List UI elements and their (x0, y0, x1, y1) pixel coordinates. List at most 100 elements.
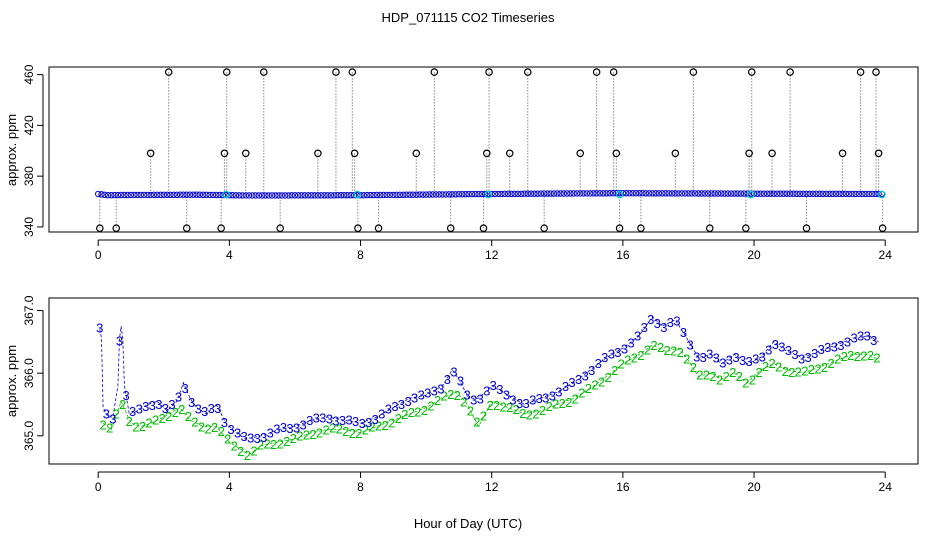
series-2-marker: 2 (218, 424, 225, 439)
baseline-point (127, 191, 135, 199)
baseline-point (531, 190, 538, 197)
series-3-marker: 3 (385, 402, 392, 417)
series-3-marker: 3 (778, 340, 785, 355)
baseline-point (196, 191, 204, 198)
series-2-marker: 2 (257, 438, 264, 453)
baseline-point (504, 190, 512, 198)
series-2-marker: 2 (500, 400, 507, 415)
outlier-point (523, 68, 532, 76)
baseline-point (426, 191, 433, 198)
baseline-point (199, 191, 207, 199)
baseline-point (154, 191, 161, 199)
outlier-point (446, 224, 455, 232)
baseline-point (701, 190, 708, 197)
baseline-point (265, 192, 272, 199)
series-3-marker: 3 (391, 399, 398, 414)
outlier-point (878, 224, 887, 232)
series-3-marker: 3 (201, 404, 208, 419)
series-3-marker: 3 (759, 349, 766, 364)
series-2-marker: 2 (139, 419, 146, 434)
baseline-point (409, 191, 417, 198)
highlight-point (484, 190, 493, 199)
series-3-marker: 3 (765, 343, 772, 358)
series-2-marker: 2 (801, 364, 808, 379)
series-2-marker: 2 (552, 397, 559, 412)
baseline-point (603, 190, 610, 197)
top-panel-outlier-points (96, 68, 887, 232)
outlier-point (241, 149, 250, 158)
outlier-point (786, 68, 794, 76)
series-3-marker: 3 (116, 333, 123, 348)
outlier-point (430, 68, 439, 76)
outlier-point (146, 149, 155, 158)
top-panel: approx. ppm 0 4 8 12 16 20 24 340 380 420 460 (4, 64, 919, 262)
series-2-marker: 2 (381, 418, 388, 433)
baseline-point (665, 190, 672, 197)
baseline-point (259, 192, 266, 199)
baseline-point (498, 190, 505, 198)
baseline-point (465, 190, 472, 198)
baseline-point (416, 191, 423, 198)
series-2-marker: 2 (342, 424, 349, 439)
series-3-marker: 3 (398, 397, 405, 412)
series-2-marker: 2 (545, 399, 552, 414)
outlier-point (742, 224, 750, 232)
series-3-marker: 3 (601, 350, 608, 365)
y-tick-label: 460 (22, 64, 36, 84)
highlight-point (222, 190, 230, 199)
baseline-point (472, 190, 479, 198)
baseline-point (573, 190, 581, 197)
series-2-marker: 2 (336, 421, 343, 436)
baseline-point (400, 191, 407, 199)
outlier-point (217, 224, 225, 232)
bottom-panel-frame (48, 297, 919, 465)
baseline-point (518, 190, 525, 198)
x-tick-label: 20 (747, 248, 761, 262)
series-3-marker: 3 (542, 390, 549, 405)
series-3-marker: 3 (431, 384, 438, 399)
series-3-marker: 3 (719, 355, 726, 370)
baseline-point (711, 190, 718, 197)
series-2-marker: 2 (539, 403, 546, 418)
baseline-point (360, 192, 367, 199)
baseline-point (180, 191, 187, 198)
series-2-marker: 2 (473, 415, 480, 430)
baseline-point (786, 190, 794, 197)
baseline-point (691, 190, 699, 197)
baseline-point (334, 192, 341, 199)
series-2-marker: 2 (716, 373, 723, 388)
baseline-point (783, 190, 790, 197)
series-2-marker: 2 (513, 402, 520, 417)
series-2-marker: 2 (742, 376, 749, 391)
series-2-marker: 2 (736, 369, 743, 384)
series-3-marker: 3 (844, 335, 851, 350)
baseline-point (442, 191, 449, 198)
series-2-marker: 2 (224, 431, 231, 446)
x-tick-label: 8 (357, 248, 364, 262)
series-3-marker: 3 (195, 402, 202, 417)
series-2-marker: 2 (113, 407, 120, 422)
baseline-point (327, 192, 335, 199)
bottom-panel-x-axis: 0 4 8 12 16 20 24 (95, 471, 892, 494)
series-3-marker: 3 (673, 314, 680, 329)
baseline-point (98, 191, 105, 198)
series-2-marker: 2 (309, 427, 316, 442)
series-2-marker: 2 (401, 407, 408, 422)
series-2-marker: 2 (650, 338, 657, 353)
series-2-marker: 2 (355, 426, 362, 441)
series-2-marker: 2 (683, 352, 690, 367)
baseline-point (177, 191, 184, 198)
baseline-point (245, 192, 253, 199)
series-2-marker: 2 (578, 386, 585, 401)
baseline-point (373, 191, 381, 199)
series-2-marker: 2 (808, 362, 815, 377)
outlier-point (592, 68, 601, 76)
outlier-point (354, 224, 362, 232)
series-2-marker: 2 (388, 415, 395, 430)
series-2-marker: 2 (604, 370, 611, 385)
series-2-marker: 2 (165, 409, 172, 424)
baseline-point (367, 191, 374, 199)
series-3-marker: 3 (798, 351, 805, 366)
baseline-point (229, 192, 236, 199)
